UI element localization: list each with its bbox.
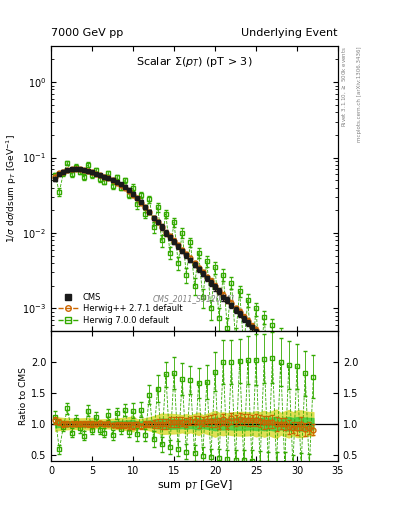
Y-axis label: Ratio to CMS: Ratio to CMS [19, 367, 28, 425]
Text: 7000 GeV pp: 7000 GeV pp [51, 28, 123, 38]
Legend: CMS, Herwig++ 2.7.1 default, Herwig 7.0.0 default: CMS, Herwig++ 2.7.1 default, Herwig 7.0.… [55, 290, 185, 327]
Text: Underlying Event: Underlying Event [241, 28, 338, 38]
Text: Scalar $\Sigma(p_T)$ (pT > 3): Scalar $\Sigma(p_T)$ (pT > 3) [136, 55, 253, 69]
Text: Rivet 3.1.10, $\geq$ 500k events: Rivet 3.1.10, $\geq$ 500k events [341, 46, 348, 127]
X-axis label: sum p$_T$ [GeV]: sum p$_T$ [GeV] [157, 478, 232, 493]
Text: CMS_2011_S9120041: CMS_2011_S9120041 [153, 294, 236, 303]
Text: mcplots.cern.ch [arXiv:1306.3436]: mcplots.cern.ch [arXiv:1306.3436] [356, 46, 362, 142]
Y-axis label: 1/$\sigma$ d$\sigma$/dsum p$_T$ [GeV$^{-1}$]: 1/$\sigma$ d$\sigma$/dsum p$_T$ [GeV$^{-… [5, 134, 20, 243]
